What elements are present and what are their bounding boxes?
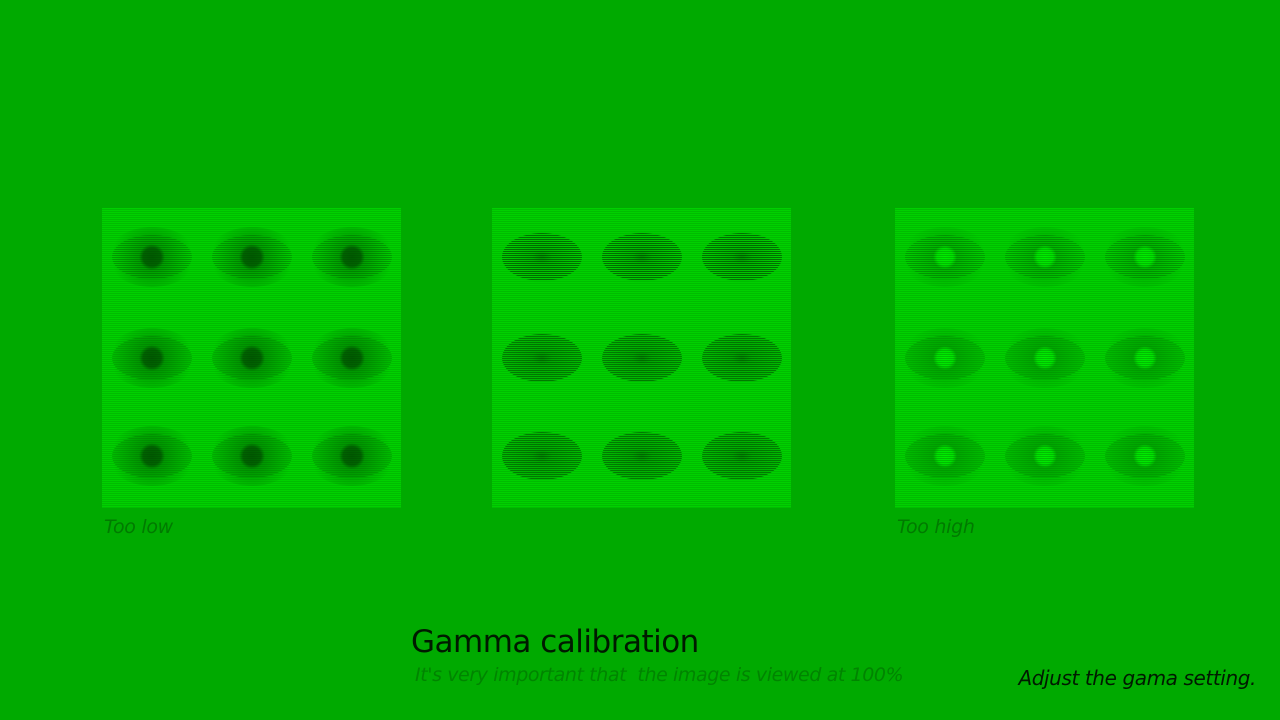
test-pattern-too-high [895, 208, 1194, 508]
calibration-dot [497, 328, 587, 388]
instruction-hint: Adjust the gama setting. [1018, 666, 1256, 690]
test-pattern-correct [492, 208, 791, 508]
calibration-dot [900, 328, 990, 388]
calibration-dot [597, 227, 687, 287]
calibration-dot [900, 426, 990, 486]
calibration-dot [497, 227, 587, 287]
calibration-dot [697, 426, 787, 486]
calibration-dot [1100, 328, 1190, 388]
calibration-dot [1000, 227, 1090, 287]
page-subtitle: It's very important that the image is vi… [415, 664, 904, 686]
calibration-dot [207, 328, 297, 388]
calibration-dot [107, 426, 197, 486]
page-title: Gamma calibration [411, 624, 699, 660]
calibration-dot [107, 328, 197, 388]
calibration-dot [107, 227, 197, 287]
calibration-dot [207, 426, 297, 486]
calibration-dot [207, 227, 297, 287]
calibration-dot [597, 426, 687, 486]
calibration-dot [497, 426, 587, 486]
too-high-label: Too high [897, 516, 975, 538]
calibration-dot [697, 227, 787, 287]
calibration-dot [1100, 426, 1190, 486]
calibration-dot [597, 328, 687, 388]
calibration-dot [1000, 426, 1090, 486]
test-pattern-too-low [102, 208, 401, 508]
calibration-dot [900, 227, 990, 287]
calibration-dot [1000, 328, 1090, 388]
too-low-label: Too low [104, 516, 173, 538]
calibration-dot [697, 328, 787, 388]
calibration-dot [307, 328, 397, 388]
calibration-dot [307, 426, 397, 486]
calibration-dot [1100, 227, 1190, 287]
calibration-dot [307, 227, 397, 287]
